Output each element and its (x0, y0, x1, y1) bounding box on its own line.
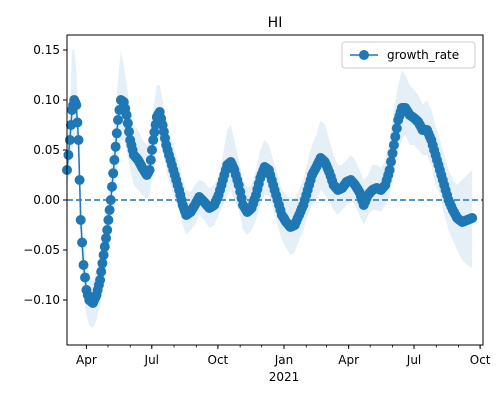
data-point (78, 260, 89, 270)
data-point (74, 175, 85, 185)
data-point (147, 145, 157, 155)
data-point (98, 250, 109, 260)
data-point (388, 140, 399, 150)
data-point (102, 225, 113, 235)
data-point (384, 165, 395, 175)
data-point (103, 215, 114, 225)
data-point (107, 181, 117, 192)
data-point (64, 135, 75, 145)
data-point (99, 241, 110, 252)
data-point (390, 131, 401, 142)
data-point (75, 215, 86, 225)
data-point (149, 127, 160, 138)
y-tick-label: −0.10 (23, 293, 60, 307)
data-point (97, 258, 108, 269)
data-point (111, 128, 122, 139)
x-tick-label: Jul (144, 353, 159, 367)
data-point (113, 115, 123, 125)
data-point (144, 165, 155, 175)
legend-marker (359, 50, 369, 60)
data-point (80, 272, 90, 283)
x-tick-label: Apr (76, 353, 97, 367)
confidence-band (67, 50, 473, 328)
data-point (124, 126, 134, 137)
data-point (121, 110, 132, 120)
x-tick-label: Jul (406, 353, 421, 367)
plot-frame (66, 34, 484, 346)
data-point (467, 213, 478, 223)
x-year-label: 2021 (269, 370, 300, 384)
y-tick-label: 0.10 (33, 93, 60, 107)
data-point (101, 233, 111, 244)
x-tick-label: Jan (274, 353, 294, 367)
data-point (104, 205, 115, 215)
chart-title: HI (268, 15, 283, 31)
data-point (386, 156, 396, 167)
data-point (105, 195, 116, 205)
data-point (122, 118, 133, 129)
data-point (71, 100, 82, 110)
y-tick-label: 0.00 (33, 193, 60, 207)
data-point (391, 123, 402, 134)
legend-label: growth_rate (387, 48, 459, 62)
x-tick-label: Apr (338, 353, 359, 367)
x-tick-label: Oct (208, 353, 229, 367)
data-point (108, 168, 119, 179)
data-point (73, 135, 84, 145)
y-tick-label: 0.15 (33, 43, 60, 57)
data-point (110, 141, 121, 152)
data-point (63, 150, 74, 160)
x-tick-label: Oct (470, 353, 491, 367)
axes: −0.10 −0.05 0.00 0.05 0.10 0.15 Apr Jul Oct Jan Ap… (23, 34, 491, 384)
data-point (145, 155, 156, 165)
data-point (96, 266, 107, 277)
legend: growth_rate (341, 41, 476, 69)
legend-box (341, 41, 476, 69)
plot-area (62, 50, 483, 328)
y-tick-label: 0.05 (33, 143, 60, 157)
data-point (95, 275, 106, 285)
y-tick-label: −0.05 (23, 243, 60, 257)
data-point (148, 135, 159, 145)
data-point (72, 117, 83, 128)
data-point (77, 237, 88, 248)
data-point (387, 148, 398, 159)
data-point (109, 155, 120, 165)
